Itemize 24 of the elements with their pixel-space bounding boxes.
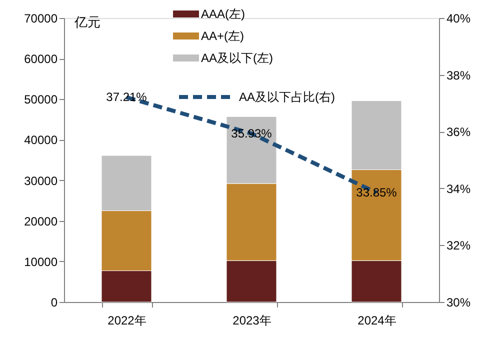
data-label: 33.85%	[356, 186, 398, 200]
legend-label: AA+(左)	[201, 29, 244, 43]
y2-tick-label: 38%	[446, 68, 471, 82]
legend-label: AA及以下占比(右)	[239, 90, 336, 104]
x-tick-label: 2022年	[108, 314, 146, 328]
y-tick-label: 40000	[24, 133, 58, 148]
y2-tick-label: 36%	[446, 125, 471, 140]
legend-label: AA及以下(左)	[201, 51, 274, 65]
y2-tick-label: 30%	[446, 296, 471, 310]
y-axis-title: 亿元	[74, 14, 100, 30]
y2-tick-label: 32%	[446, 238, 471, 253]
y2-tick-label: 34%	[446, 182, 471, 196]
x-tick-label: 2023年	[232, 314, 272, 328]
y2-tick-label: 40%	[446, 12, 471, 26]
legend-label: AAA(左)	[201, 7, 246, 21]
y-tick-label: 10000	[24, 254, 58, 269]
data-label: 37.21%	[106, 90, 148, 104]
y-tick-label: 30000	[24, 174, 58, 188]
y-tick-label: 50000	[24, 92, 58, 107]
y-tick-label: 60000	[24, 52, 58, 66]
y-tick-label: 70000	[24, 12, 58, 26]
y-tick-label: 0	[50, 296, 58, 310]
x-tick-label: 2024年	[358, 314, 396, 328]
y-tick-label: 20000	[24, 214, 58, 228]
